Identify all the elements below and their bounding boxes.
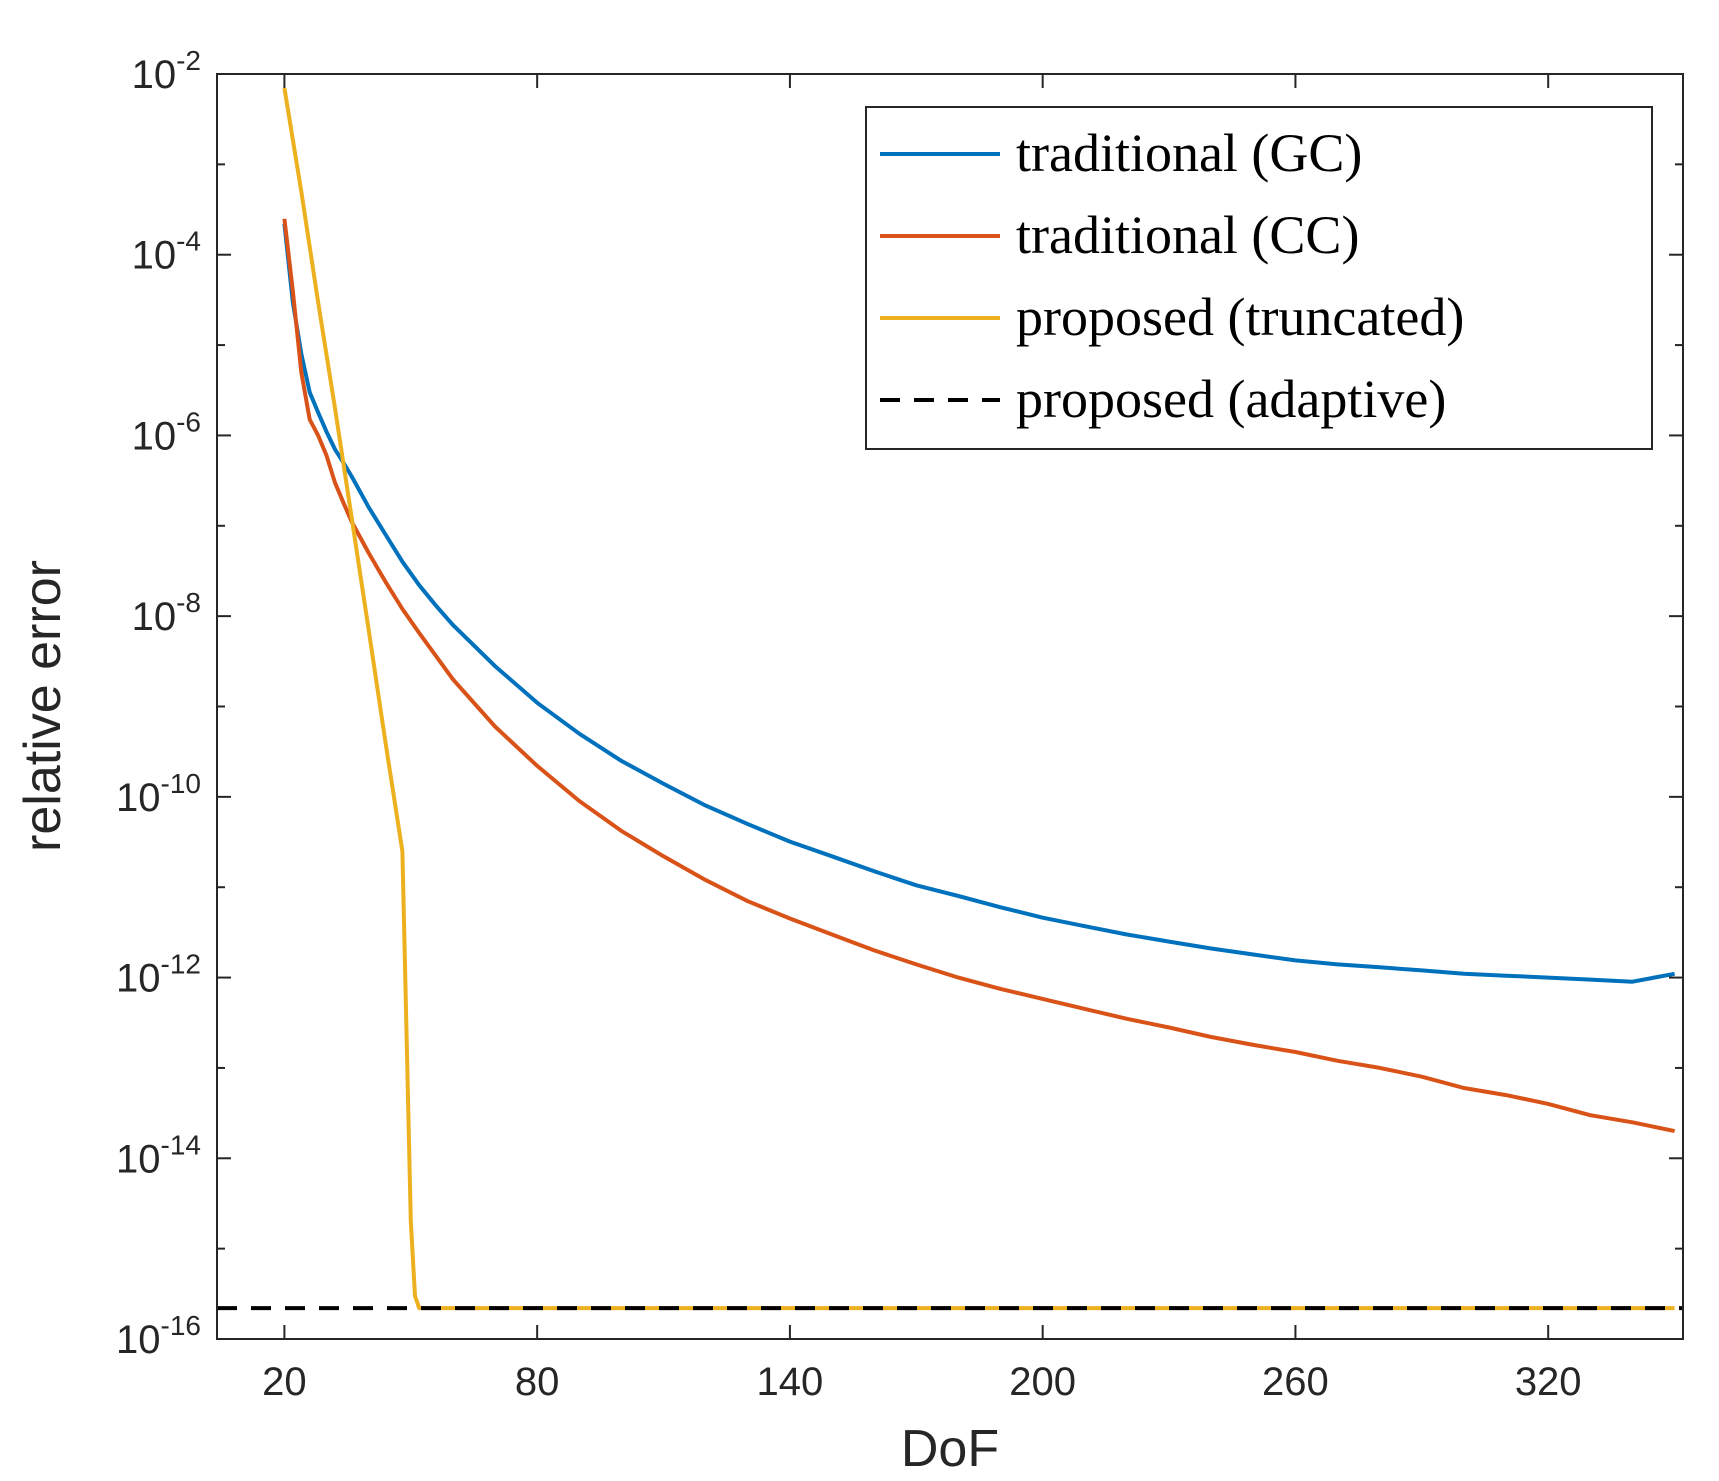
y-tick-label: 10-16 bbox=[116, 1310, 201, 1362]
y-tick-label-exponent: -2 bbox=[176, 45, 201, 76]
legend-label: proposed (adaptive) bbox=[1016, 369, 1446, 429]
y-tick-label-exponent: -6 bbox=[176, 406, 201, 437]
y-tick-label-base: 10 bbox=[132, 414, 177, 458]
legend-box bbox=[865, 106, 1653, 450]
legend: traditional (GC) traditional (CC) proposed… bbox=[865, 106, 1653, 450]
legend-label: traditional (GC) bbox=[1016, 123, 1362, 183]
y-tick-label-base: 10 bbox=[132, 595, 177, 639]
y-axis-title: relative error bbox=[14, 560, 72, 852]
x-axis-title: DoF bbox=[901, 1420, 999, 1478]
y-tick-label: 10-8 bbox=[132, 587, 201, 639]
y-tick-label-exponent: -12 bbox=[161, 949, 201, 980]
y-tick-label: 10-6 bbox=[132, 406, 201, 458]
x-tick-label: 20 bbox=[262, 1360, 307, 1404]
y-tick-label-base: 10 bbox=[116, 957, 161, 1001]
y-tick-label-exponent: -8 bbox=[176, 587, 201, 618]
x-tick-label: 80 bbox=[515, 1360, 560, 1404]
y-tick-label-exponent: -14 bbox=[161, 1129, 201, 1160]
y-tick-label-base: 10 bbox=[132, 234, 177, 278]
y-tick-label: 10-12 bbox=[116, 949, 201, 1001]
y-tick-label-exponent: -10 bbox=[161, 768, 201, 799]
y-tick-label-exponent: -4 bbox=[176, 226, 201, 257]
tick-layer: 20 80 140 200 260 32010-1610-1410-1210-1010-8… bbox=[116, 45, 1683, 1404]
x-tick-label: 260 bbox=[1262, 1360, 1329, 1404]
y-tick-label-base: 10 bbox=[116, 1137, 161, 1181]
y-tick-label-base: 10 bbox=[116, 776, 161, 820]
y-tick-label: 10-10 bbox=[116, 768, 201, 820]
y-tick-label: 10-4 bbox=[132, 226, 201, 278]
y-tick-label: 10-14 bbox=[116, 1129, 201, 1181]
y-tick-label-exponent: -16 bbox=[161, 1310, 201, 1341]
y-tick-label-base: 10 bbox=[116, 1318, 161, 1362]
series-line-1 bbox=[282, 218, 1676, 1134]
y-tick-label: 10-2 bbox=[132, 45, 201, 97]
series-layer bbox=[217, 87, 1683, 1311]
x-tick-label: 320 bbox=[1515, 1360, 1582, 1404]
x-tick-label: 140 bbox=[757, 1360, 824, 1404]
x-tick-label: 200 bbox=[1009, 1360, 1076, 1404]
legend-label: proposed (truncated) bbox=[1016, 287, 1464, 347]
legend-label: traditional (CC) bbox=[1016, 205, 1359, 265]
y-tick-label-base: 10 bbox=[132, 53, 177, 97]
